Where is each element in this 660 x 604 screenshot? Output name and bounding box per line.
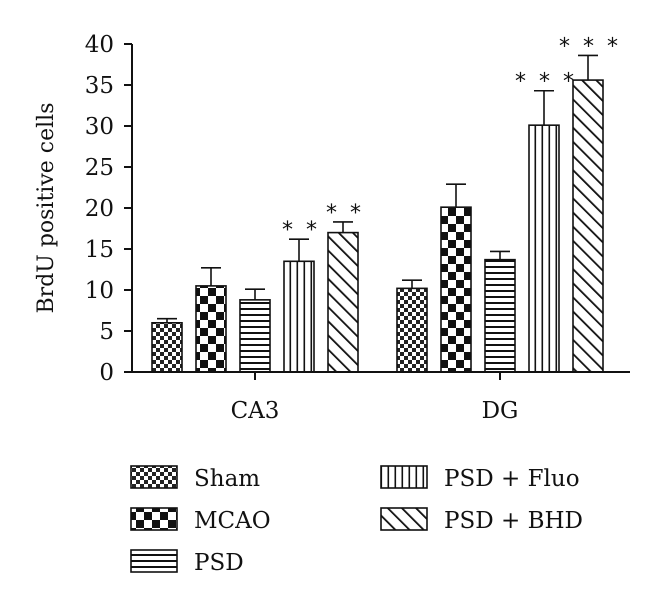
bar-dg-psd-fluo <box>528 124 560 373</box>
x-category-label: DG <box>482 398 519 424</box>
significance-marker: * * <box>326 201 364 226</box>
legend-swatch <box>130 549 178 573</box>
y-axis-ticks: 0 5 10 15 20 25 30 35 40 <box>85 32 132 386</box>
x-category-label: CA3 <box>231 398 280 424</box>
bar-ca3-psd-bhd <box>327 231 359 373</box>
y-tick-label: 10 <box>85 278 114 304</box>
y-axis-title: BrdU positive cells <box>34 103 59 314</box>
legend-swatch <box>130 465 178 489</box>
bar-ca3-psd-fluo <box>283 260 315 373</box>
y-tick-label: 25 <box>85 155 114 181</box>
plot-area: * ** * * * * * * * <box>151 34 621 373</box>
bar-ca3-mcao <box>195 285 227 373</box>
legend-swatch <box>380 507 428 531</box>
y-tick-label: 30 <box>85 114 114 140</box>
legend-label: PSD + BHD <box>444 508 583 534</box>
legend-label: MCAO <box>194 508 271 534</box>
y-tick-label: 15 <box>85 237 114 263</box>
x-axis-ticks: CA3 DG <box>231 372 519 424</box>
legend-label: PSD + Fluo <box>444 466 580 492</box>
y-tick-label: 0 <box>99 360 114 386</box>
significance-marker: * * * <box>559 34 621 59</box>
significance-marker: * * <box>282 218 320 243</box>
y-tick-label: 5 <box>99 319 114 345</box>
bar-ca3-psd <box>239 299 271 373</box>
y-tick-label: 40 <box>85 32 114 58</box>
bar-dg-psd <box>484 258 516 373</box>
bar-dg-psd-bhd <box>572 79 604 373</box>
legend-label: Sham <box>194 466 260 492</box>
bar-ca3-sham <box>151 321 183 373</box>
legend-swatch <box>380 465 428 489</box>
bar-dg-sham <box>396 287 428 373</box>
legend-label: PSD <box>194 550 244 576</box>
legend-swatch <box>130 507 178 531</box>
legend: Sham MCAO PSD PSD + Fluo PSD + BHD <box>130 465 583 576</box>
y-tick-label: 20 <box>85 196 114 222</box>
y-tick-label: 35 <box>85 73 114 99</box>
significance-marker: * * * <box>515 70 577 95</box>
bar-dg-mcao <box>440 206 472 373</box>
